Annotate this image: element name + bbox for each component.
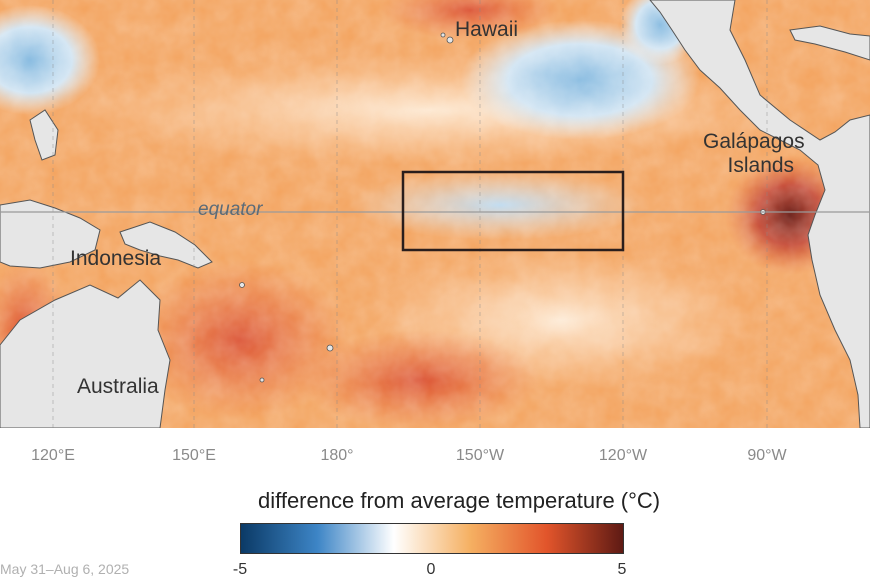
colorbar-mid-label: 0 — [426, 561, 436, 578]
legend-title: difference from average temperature (°C) — [258, 488, 661, 513]
americas-land — [649, 0, 870, 428]
tick-90w: 90°W — [747, 447, 787, 464]
galapagos-label: Galápagos Islands — [703, 130, 805, 178]
colorbar-min-label: -5 — [232, 561, 248, 578]
equator-label: equator — [198, 199, 263, 220]
australia-label: Australia — [77, 375, 159, 398]
tick-150w: 150°W — [455, 447, 505, 464]
sst-anomaly-map: Hawaii Galápagos Islands Indonesia Austr… — [0, 0, 870, 428]
colorbar — [240, 523, 624, 554]
galapagos-label-line1: Galápagos — [703, 130, 805, 153]
pacific-island — [239, 282, 245, 288]
hawaii-island — [440, 32, 446, 38]
colorbar-max-label: 5 — [617, 561, 627, 578]
pacific-island — [259, 377, 265, 383]
tick-120w: 120°W — [598, 447, 648, 464]
tick-150e: 150°E — [172, 447, 216, 464]
indonesia-land — [0, 199, 101, 269]
tick-120e: 120°E — [31, 447, 75, 464]
philippines-land — [29, 109, 59, 161]
galapagos-label-line2: Islands — [727, 154, 795, 177]
longitude-axis — [0, 428, 870, 478]
new-guinea-land — [119, 221, 213, 269]
nino-region-box — [401, 170, 625, 252]
hawaii-label: Hawaii — [455, 18, 519, 41]
indonesia-label: Indonesia — [70, 247, 162, 270]
australia-land — [0, 279, 171, 428]
caribbean-land — [789, 25, 870, 61]
map-canvas — [0, 0, 870, 428]
date-range: May 31–Aug 6, 2025 — [0, 561, 130, 577]
hawaii-island — [446, 36, 454, 44]
pacific-island — [326, 344, 334, 352]
tick-180: 180° — [320, 447, 354, 464]
